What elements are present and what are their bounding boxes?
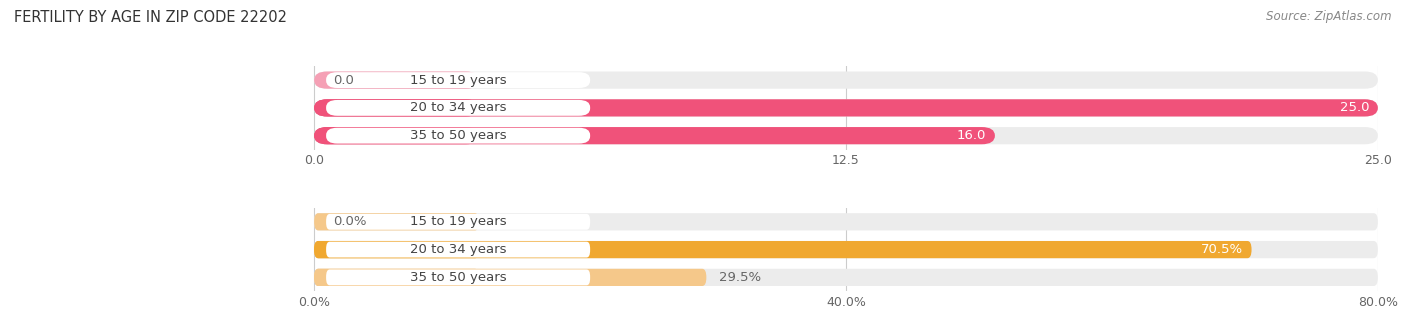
FancyBboxPatch shape: [314, 99, 479, 117]
Text: FERTILITY BY AGE IN ZIP CODE 22202: FERTILITY BY AGE IN ZIP CODE 22202: [14, 10, 287, 25]
FancyBboxPatch shape: [326, 128, 591, 144]
Text: 15 to 19 years: 15 to 19 years: [409, 73, 506, 87]
FancyBboxPatch shape: [326, 72, 591, 88]
FancyBboxPatch shape: [314, 269, 479, 286]
FancyBboxPatch shape: [326, 242, 591, 258]
FancyBboxPatch shape: [314, 269, 706, 286]
Text: 20 to 34 years: 20 to 34 years: [411, 243, 506, 256]
FancyBboxPatch shape: [314, 213, 1378, 230]
Text: 29.5%: 29.5%: [718, 271, 761, 284]
FancyBboxPatch shape: [314, 241, 479, 258]
FancyBboxPatch shape: [314, 241, 1251, 258]
Text: 0.0%: 0.0%: [333, 215, 367, 228]
FancyBboxPatch shape: [326, 269, 591, 285]
Text: Source: ZipAtlas.com: Source: ZipAtlas.com: [1267, 10, 1392, 23]
FancyBboxPatch shape: [314, 71, 1378, 89]
Text: 35 to 50 years: 35 to 50 years: [409, 271, 506, 284]
FancyBboxPatch shape: [314, 99, 1378, 117]
FancyBboxPatch shape: [314, 71, 479, 89]
FancyBboxPatch shape: [326, 100, 591, 116]
Text: 15 to 19 years: 15 to 19 years: [409, 215, 506, 228]
Text: 25.0: 25.0: [1340, 101, 1369, 115]
FancyBboxPatch shape: [314, 127, 1378, 144]
FancyBboxPatch shape: [314, 241, 1378, 258]
FancyBboxPatch shape: [314, 99, 1378, 117]
FancyBboxPatch shape: [314, 213, 479, 230]
Text: 0.0: 0.0: [333, 73, 354, 87]
FancyBboxPatch shape: [326, 214, 591, 230]
FancyBboxPatch shape: [314, 269, 1378, 286]
Text: 35 to 50 years: 35 to 50 years: [409, 129, 506, 142]
FancyBboxPatch shape: [314, 127, 995, 144]
Text: 70.5%: 70.5%: [1201, 243, 1243, 256]
FancyBboxPatch shape: [314, 127, 479, 144]
Text: 16.0: 16.0: [957, 129, 987, 142]
Text: 20 to 34 years: 20 to 34 years: [411, 101, 506, 115]
